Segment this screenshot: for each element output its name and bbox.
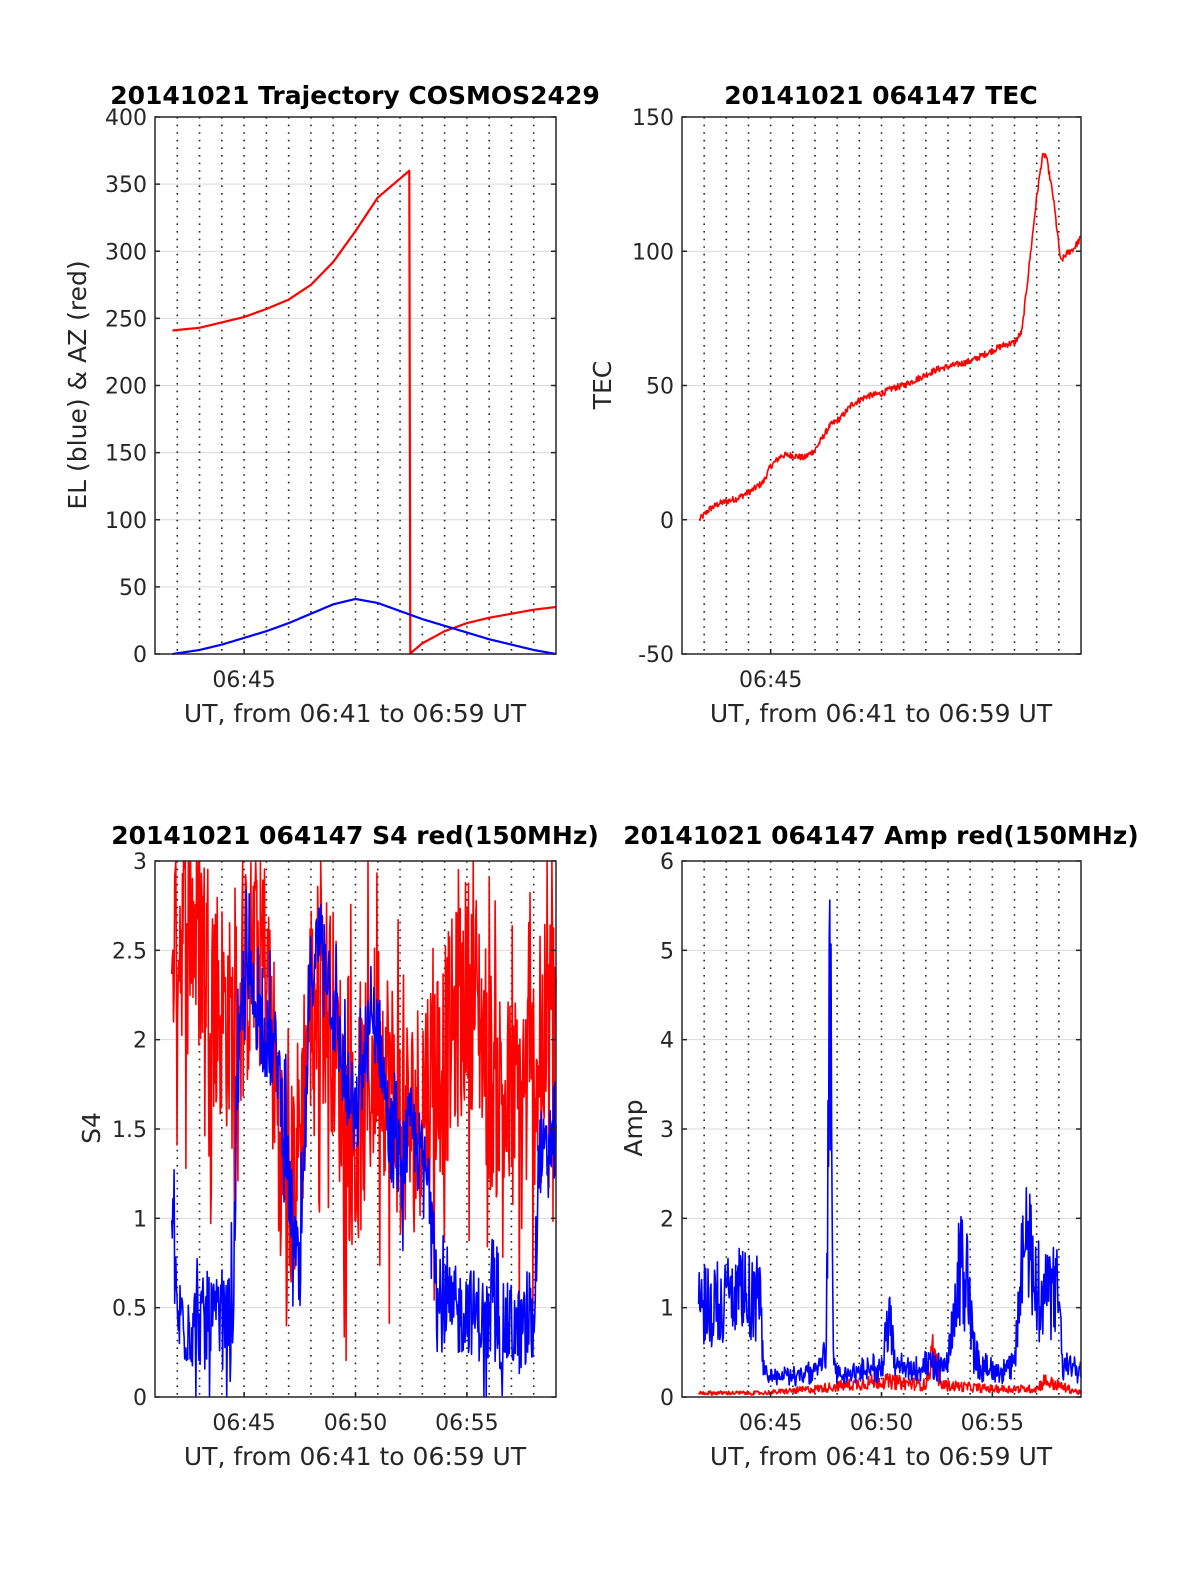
amp-chart-xtick-label-2: 06:55	[961, 1411, 1024, 1436]
s4-chart-ytick-label-2: 1	[133, 1207, 147, 1232]
amp-chart-ytick-label-2: 2	[660, 1207, 674, 1232]
tec-chart-ylabel: TEC	[588, 361, 617, 411]
tec-chart-ytick-label-2: 50	[646, 375, 674, 400]
trajectory-chart-ytick-label-0: 0	[133, 643, 147, 668]
tec-chart-series-red	[698, 152, 1082, 522]
s4-chart-xtick-label-2: 06:55	[435, 1411, 498, 1436]
trajectory-chart-ytick-label-7: 350	[105, 173, 147, 198]
trajectory-chart-xlabel: UT, from 06:41 to 06:59 UT	[184, 699, 527, 728]
s4-chart-xlabel: UT, from 06:41 to 06:59 UT	[184, 1442, 527, 1471]
s4-chart-ylabel: S4	[77, 1112, 106, 1144]
s4-chart-ytick-label-5: 2.5	[112, 939, 147, 964]
trajectory-chart-series-blue	[172, 597, 557, 656]
trajectory-chart-ytick-label-8: 400	[105, 106, 147, 131]
s4-chart-xtick-label-0: 06:45	[212, 1411, 275, 1436]
amp-chart-xtick-label-1: 06:50	[850, 1411, 913, 1436]
amp-chart-ytick-label-6: 6	[660, 850, 674, 875]
s4-chart: 0 0.5 1 1.5 2 2.5 3 06:45 06:50 06:55 20141021 064…	[77, 821, 599, 1471]
s4-chart-ytick-label-1: 0.5	[112, 1297, 147, 1322]
s4-chart-ytick-label-6: 3	[133, 850, 147, 875]
trajectory-chart-ytick-label-6: 300	[105, 240, 147, 265]
trajectory-chart-xtick-label-0: 06:45	[212, 668, 275, 693]
s4-chart-ytick-label-0: 0	[133, 1386, 147, 1411]
tec-chart-xlabel: UT, from 06:41 to 06:59 UT	[710, 699, 1053, 728]
s4-chart-ytick-label-3: 1.5	[112, 1118, 147, 1143]
trajectory-chart-ylabel: EL (blue) & AZ (red)	[63, 260, 92, 509]
amp-chart-ytick-label-0: 0	[660, 1386, 674, 1411]
amp-chart-series-red	[698, 1334, 1082, 1396]
amp-chart-xlabel: UT, from 06:41 to 06:59 UT	[710, 1442, 1053, 1471]
trajectory-chart-ytick-label-1: 50	[119, 576, 147, 601]
amp-chart-ytick-label-3: 3	[660, 1118, 674, 1143]
s4-chart-xtick-label-1: 06:50	[324, 1411, 387, 1436]
amp-chart-ylabel: Amp	[619, 1099, 648, 1156]
amp-chart-ytick-label-4: 4	[660, 1029, 674, 1054]
trajectory-chart-ytick-label-4: 200	[105, 375, 147, 400]
s4-chart-ytick-label-4: 2	[133, 1029, 147, 1054]
amp-chart-title: 20141021 064147 Amp red(150MHz)	[623, 821, 1139, 850]
trajectory-chart: 0 50 100 150 200 250 300 350 400 06:45 20141021 Tr…	[63, 81, 600, 728]
trajectory-chart-ytick-label-2: 100	[105, 509, 147, 534]
amp-chart: 0 1 2 3 4 5 6 06:45 06:50 06:55 20141021 064147 Am…	[619, 821, 1139, 1471]
amp-chart-ytick-label-1: 1	[660, 1297, 674, 1322]
trajectory-chart-ytick-label-3: 150	[105, 442, 147, 467]
tec-chart-ytick-label-1: 0	[660, 509, 674, 534]
s4-chart-series-red	[170, 860, 557, 1362]
tec-chart-ytick-label-0: -50	[638, 643, 674, 668]
amp-chart-ytick-label-5: 5	[660, 939, 674, 964]
tec-chart-ytick-label-4: 150	[632, 106, 674, 131]
amp-chart-series-blue	[697, 899, 1082, 1387]
tec-chart-title: 20141021 064147 TEC	[724, 81, 1037, 110]
trajectory-chart-title: 20141021 Trajectory COSMOS2429	[110, 81, 600, 110]
s4-chart-series-blue	[170, 889, 557, 1398]
s4-chart-title: 20141021 064147 S4 red(150MHz)	[111, 821, 599, 850]
trajectory-chart-series-red	[172, 169, 557, 655]
trajectory-chart-ytick-label-5: 250	[105, 307, 147, 332]
tec-chart-ytick-label-3: 100	[632, 240, 674, 265]
amp-chart-xtick-label-0: 06:45	[739, 1411, 802, 1436]
tec-chart-xtick-label-0: 06:45	[739, 668, 802, 693]
tec-chart: -50 0 50 100 150 06:45 20141021 064147 TEC UT, …	[588, 81, 1082, 728]
